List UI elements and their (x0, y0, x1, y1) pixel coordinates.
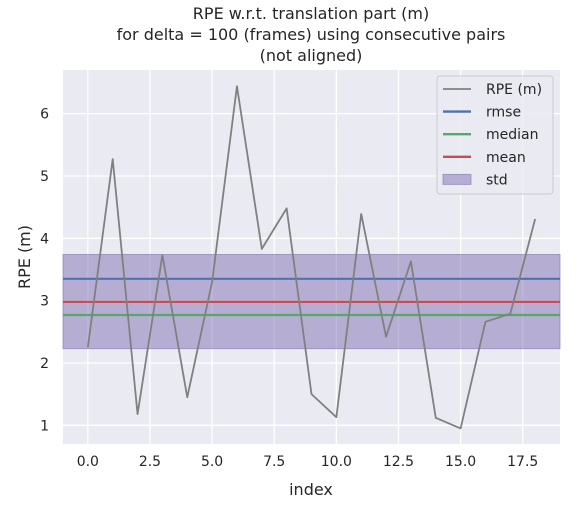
y-tick-label: 2 (40, 356, 49, 372)
x-tick-label: 0.0 (77, 454, 99, 470)
legend-box (436, 75, 554, 195)
chart-title-line: (not aligned) (260, 46, 363, 65)
y-tick-label: 3 (40, 294, 49, 310)
x-tick-label: 5.0 (201, 454, 223, 470)
chart-title: RPE w.r.t. translation part (m) for delt… (117, 4, 506, 65)
x-tick-label: 7.5 (263, 454, 285, 470)
x-tick-label: 2.5 (139, 454, 161, 470)
x-tick-label: 10.0 (321, 454, 352, 470)
legend-label: rmse (486, 105, 521, 121)
y-tick-label: 1 (40, 418, 49, 434)
series-layer (86, 85, 537, 430)
x-tick-label: 12.5 (383, 454, 414, 470)
statistic-lines (63, 277, 560, 317)
legend-label: mean (486, 150, 526, 166)
x-tick-labels: 0.0 2.5 5.0 7.5 10.0 12.5 15.0 17.5 (77, 454, 539, 470)
legend-label: RPE (m) (486, 82, 542, 98)
legend: RPE (m) rmse median mean std (436, 75, 554, 195)
rpe-series-line (86, 85, 537, 430)
y-tick-label: 6 (40, 107, 49, 123)
x-axis-label: index (289, 480, 333, 499)
y-tick-label: 5 (40, 169, 49, 185)
legend-label: median (486, 127, 538, 143)
y-axis-label: RPE (m) (15, 225, 34, 289)
chart-title-line: for delta = 100 (frames) using consecuti… (117, 25, 506, 44)
chart-title-line: RPE w.r.t. translation part (m) (193, 4, 429, 23)
legend-label: std (486, 172, 508, 188)
y-tick-labels: 1 2 3 4 5 6 (40, 107, 49, 435)
y-tick-label: 4 (40, 231, 49, 247)
x-tick-label: 17.5 (507, 454, 538, 470)
x-tick-label: 15.0 (445, 454, 476, 470)
legend-swatch (442, 173, 472, 185)
